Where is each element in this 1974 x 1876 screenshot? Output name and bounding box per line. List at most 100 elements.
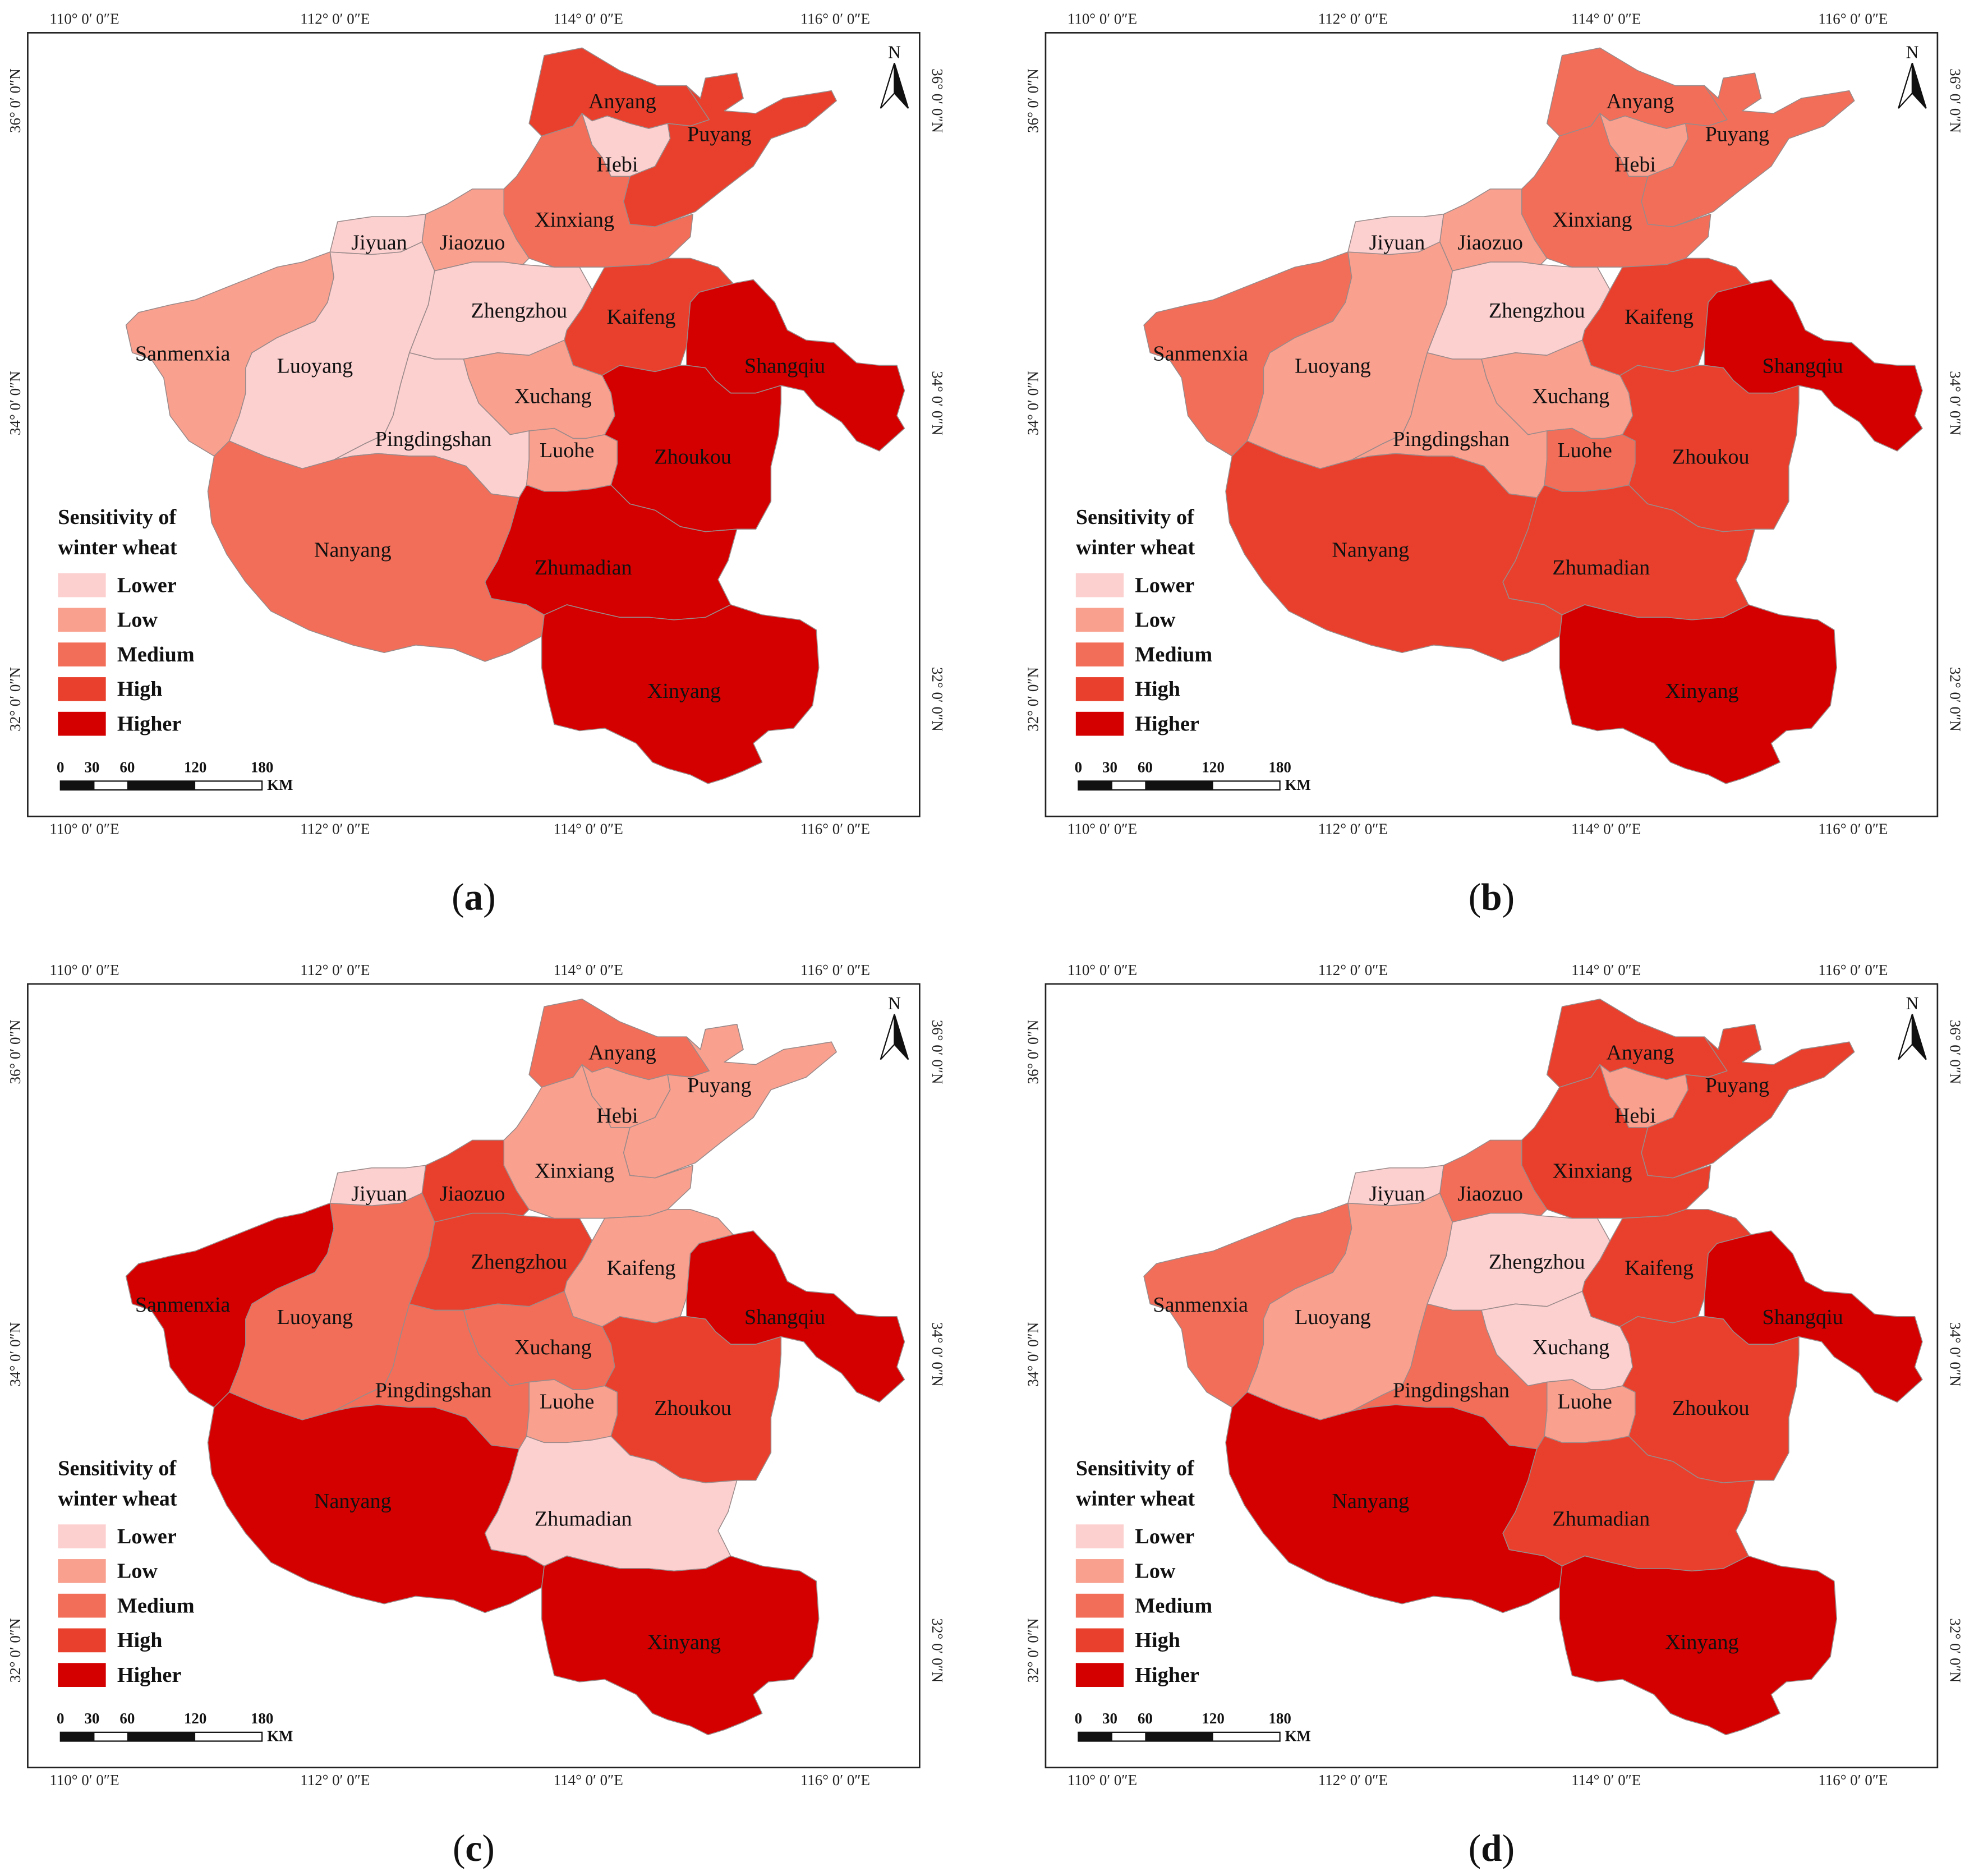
city-label-jiaozuo: Jiaozuo	[440, 231, 505, 255]
region-xinxiang	[1521, 1064, 1711, 1219]
city-label-luohe: Luohe	[540, 1390, 594, 1414]
lon-label-top: 110° 0′ 0″E	[49, 11, 119, 27]
scale-bar-seg	[1145, 1732, 1213, 1741]
city-label-puyang: Puyang	[1705, 1074, 1769, 1097]
city-label-kaifeng: Kaifeng	[607, 1257, 676, 1280]
north-arrow-right	[1911, 62, 1927, 109]
city-label-hebi: Hebi	[1614, 153, 1656, 176]
city-label-puyang: Puyang	[687, 1074, 751, 1097]
legend-label: High	[1135, 1629, 1180, 1652]
city-label-xinyang: Xinyang	[1665, 1631, 1738, 1654]
lon-label-top: 112° 0′ 0″E	[300, 11, 370, 27]
city-label-zhoukou: Zhoukou	[654, 445, 731, 468]
legend-title: Sensitivity of	[1076, 1457, 1195, 1480]
legend-swatch	[1075, 711, 1124, 736]
region-puyang	[1641, 72, 1855, 228]
city-label-jiaozuo: Jiaozuo	[1457, 231, 1523, 255]
scale-bar-seg	[127, 781, 196, 790]
city-label-xuchang: Xuchang	[514, 385, 592, 408]
north-arrow-icon: N	[880, 42, 909, 109]
city-label-xinyang: Xinyang	[1665, 679, 1738, 703]
region-xinyang	[541, 604, 820, 784]
map-panel-a: 110° 0′ 0″E 110° 0′ 0″E 112° 0′ 0″E 112° 0′…	[7, 11, 946, 918]
legend-label: Lower	[117, 573, 177, 597]
legend-title: winter wheat	[1076, 1487, 1195, 1511]
city-label-puyang: Puyang	[1705, 123, 1769, 146]
city-label-luoyang: Luoyang	[1295, 1305, 1371, 1329]
lat-label-left: 34° 0′ 0″N	[7, 1322, 24, 1387]
lon-label-bottom: 110° 0′ 0″E	[49, 1772, 119, 1788]
lon-label-bottom: 116° 0′ 0″E	[1818, 1772, 1888, 1788]
scale-unit: KM	[267, 776, 293, 793]
city-label-kaifeng: Kaifeng	[1625, 305, 1694, 329]
legend-swatch	[1075, 573, 1124, 597]
city-label-pingdingshan: Pingdingshan	[1393, 427, 1510, 451]
lat-label-right: 34° 0′ 0″N	[1947, 1322, 1963, 1387]
city-label-zhumadian: Zhumadian	[1552, 556, 1650, 580]
legend-label: High	[1135, 678, 1180, 701]
north-label: N	[1906, 994, 1919, 1013]
city-label-jiyuan: Jiyuan	[351, 231, 407, 255]
scale-unit: KM	[267, 1728, 293, 1745]
lat-label-left: 34° 0′ 0″N	[1024, 371, 1041, 435]
scale-unit: KM	[1285, 1728, 1311, 1745]
legend-swatch	[1075, 1593, 1124, 1618]
legend-label: Higher	[117, 712, 182, 736]
legend-label: Higher	[117, 1663, 182, 1687]
lat-label-left: 36° 0′ 0″N	[1024, 1020, 1041, 1084]
city-label-shangqiu: Shangqiu	[744, 1305, 825, 1329]
city-label-zhengzhou: Zhengzhou	[471, 1250, 567, 1273]
lat-label-left: 34° 0′ 0″N	[7, 371, 24, 435]
scale-tick-label: 0	[57, 1710, 64, 1727]
lat-label-right: 36° 0′ 0″N	[929, 1020, 946, 1084]
city-label-xuchang: Xuchang	[1533, 385, 1610, 408]
city-label-jiaozuo: Jiaozuo	[440, 1182, 505, 1206]
legend-label: Lower	[1135, 1525, 1194, 1548]
city-label-hebi: Hebi	[596, 153, 638, 176]
lon-label-bottom: 112° 0′ 0″E	[300, 1772, 370, 1788]
lon-label-top: 112° 0′ 0″E	[1318, 962, 1388, 978]
scale-tick-label: 0	[1075, 1710, 1082, 1727]
city-label-zhengzhou: Zhengzhou	[471, 299, 567, 323]
map-panel-c: 110° 0′ 0″E 110° 0′ 0″E 112° 0′ 0″E 112° 0′…	[7, 962, 946, 1869]
scale-tick-label: 30	[84, 759, 99, 776]
city-label-zhoukou: Zhoukou	[1672, 445, 1750, 468]
scale-bar-seg	[1078, 781, 1112, 790]
lon-label-top: 116° 0′ 0″E	[800, 11, 870, 27]
lon-label-bottom: 110° 0′ 0″E	[49, 821, 119, 838]
city-label-pingdingshan: Pingdingshan	[375, 1378, 492, 1402]
lon-label-bottom: 112° 0′ 0″E	[1318, 821, 1388, 838]
lon-label-bottom: 114° 0′ 0″E	[1571, 821, 1641, 838]
legend-swatch	[58, 1628, 106, 1653]
panel-caption: (a)	[452, 876, 496, 918]
legend-swatch	[58, 608, 106, 632]
city-label-luoyang: Luoyang	[277, 1305, 353, 1329]
lat-label-right: 32° 0′ 0″N	[929, 1618, 946, 1683]
legend-swatch	[58, 677, 106, 701]
lon-label-bottom: 114° 0′ 0″E	[554, 821, 623, 838]
city-label-zhoukou: Zhoukou	[1672, 1396, 1750, 1420]
region-puyang	[1641, 1023, 1855, 1179]
legend: Sensitivity of winter wheat Lower Low Medium…	[58, 505, 195, 736]
lon-label-bottom: 114° 0′ 0″E	[1571, 1772, 1641, 1788]
scale-tick-label: 120	[184, 1710, 206, 1727]
region-zhoukou	[601, 1316, 782, 1483]
legend-label: Medium	[1135, 1594, 1212, 1617]
legend-label: Low	[1135, 1560, 1176, 1583]
lon-label-top: 114° 0′ 0″E	[554, 11, 623, 27]
region-zhoukou	[601, 365, 782, 532]
north-arrow-icon: N	[1898, 994, 1927, 1060]
legend-swatch	[1075, 608, 1124, 632]
city-label-kaifeng: Kaifeng	[1625, 1257, 1694, 1280]
legend-title: winter wheat	[58, 1487, 177, 1511]
region-xinxiang	[503, 1064, 693, 1219]
city-label-jiaozuo: Jiaozuo	[1457, 1182, 1523, 1206]
lon-label-bottom: 112° 0′ 0″E	[1318, 1772, 1388, 1788]
north-label: N	[888, 42, 901, 62]
legend-label: Higher	[1135, 1663, 1199, 1687]
city-label-kaifeng: Kaifeng	[607, 305, 676, 329]
city-label-xinxiang: Xinxiang	[535, 1160, 614, 1183]
legend-title: Sensitivity of	[58, 1457, 177, 1480]
lon-label-top: 112° 0′ 0″E	[1318, 11, 1388, 27]
